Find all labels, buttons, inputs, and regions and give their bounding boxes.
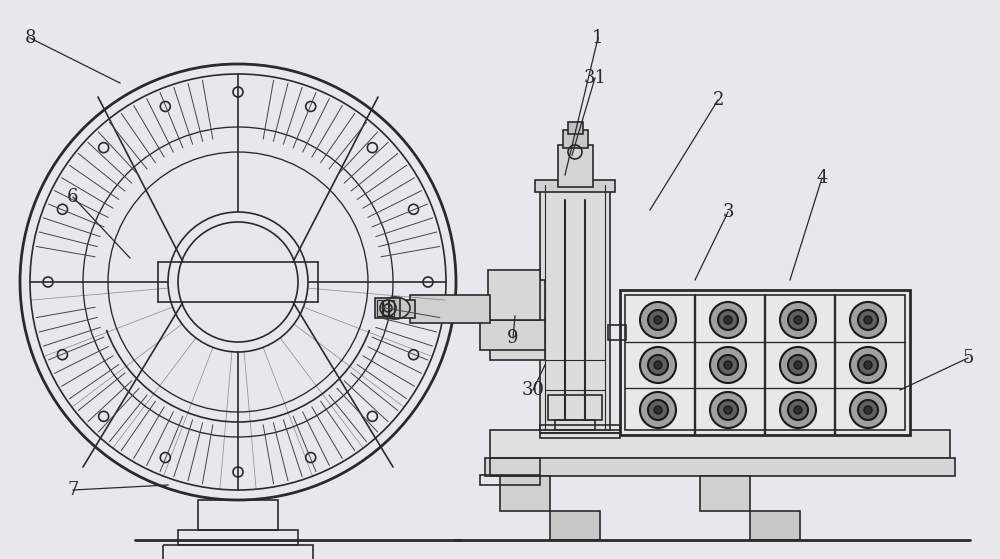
- Bar: [535, 180, 615, 192]
- Circle shape: [710, 347, 746, 383]
- Circle shape: [780, 392, 816, 428]
- Circle shape: [850, 347, 886, 383]
- Circle shape: [864, 361, 872, 369]
- Circle shape: [718, 310, 738, 330]
- Bar: [178, 530, 298, 545]
- Bar: [375, 298, 400, 318]
- Bar: [540, 425, 620, 433]
- Circle shape: [724, 406, 732, 414]
- Bar: [750, 511, 800, 540]
- Circle shape: [654, 406, 662, 414]
- Circle shape: [788, 400, 808, 420]
- Text: 6: 6: [67, 188, 79, 206]
- Circle shape: [648, 355, 668, 375]
- Bar: [620, 290, 910, 435]
- Circle shape: [788, 310, 808, 330]
- Bar: [490, 280, 545, 360]
- Text: 31: 31: [584, 69, 606, 87]
- Bar: [568, 122, 583, 134]
- Bar: [488, 270, 540, 320]
- Bar: [400, 300, 415, 318]
- Bar: [480, 475, 540, 485]
- Bar: [540, 433, 620, 438]
- Text: 5: 5: [962, 349, 974, 367]
- Text: 8: 8: [24, 29, 36, 47]
- Circle shape: [864, 316, 872, 324]
- Bar: [389, 300, 394, 316]
- Circle shape: [788, 355, 808, 375]
- Circle shape: [794, 361, 802, 369]
- Circle shape: [654, 316, 662, 324]
- Circle shape: [648, 400, 668, 420]
- Text: 4: 4: [816, 169, 828, 187]
- Circle shape: [654, 361, 662, 369]
- Bar: [550, 511, 600, 540]
- Bar: [555, 420, 595, 430]
- Bar: [485, 458, 955, 476]
- Text: 30: 30: [522, 381, 544, 399]
- Bar: [490, 430, 950, 458]
- Circle shape: [858, 355, 878, 375]
- Bar: [540, 185, 610, 430]
- Text: 9: 9: [507, 329, 519, 347]
- Ellipse shape: [380, 297, 410, 319]
- Circle shape: [858, 310, 878, 330]
- Text: 3: 3: [722, 203, 734, 221]
- Circle shape: [640, 347, 676, 383]
- Circle shape: [780, 347, 816, 383]
- Circle shape: [794, 406, 802, 414]
- Circle shape: [710, 302, 746, 338]
- Bar: [377, 300, 382, 316]
- Bar: [500, 476, 550, 511]
- Bar: [480, 320, 545, 350]
- Circle shape: [850, 302, 886, 338]
- Circle shape: [640, 392, 676, 428]
- Circle shape: [850, 392, 886, 428]
- Circle shape: [724, 361, 732, 369]
- Bar: [700, 476, 750, 511]
- Bar: [563, 130, 588, 148]
- Bar: [490, 458, 540, 476]
- Bar: [625, 295, 905, 430]
- Text: 2: 2: [712, 91, 724, 109]
- Bar: [198, 500, 278, 530]
- Circle shape: [858, 400, 878, 420]
- Text: 1: 1: [592, 29, 604, 47]
- Text: 7: 7: [67, 481, 79, 499]
- Circle shape: [724, 316, 732, 324]
- Bar: [410, 295, 490, 323]
- Circle shape: [648, 310, 668, 330]
- Bar: [548, 395, 602, 420]
- Bar: [558, 145, 593, 187]
- Bar: [608, 325, 626, 340]
- Circle shape: [780, 302, 816, 338]
- Bar: [383, 300, 388, 316]
- Bar: [163, 545, 313, 559]
- Circle shape: [794, 316, 802, 324]
- Circle shape: [718, 400, 738, 420]
- Circle shape: [710, 392, 746, 428]
- Circle shape: [640, 302, 676, 338]
- Circle shape: [718, 355, 738, 375]
- Circle shape: [864, 406, 872, 414]
